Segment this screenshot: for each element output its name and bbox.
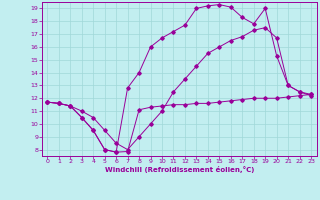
- X-axis label: Windchill (Refroidissement éolien,°C): Windchill (Refroidissement éolien,°C): [105, 166, 254, 173]
